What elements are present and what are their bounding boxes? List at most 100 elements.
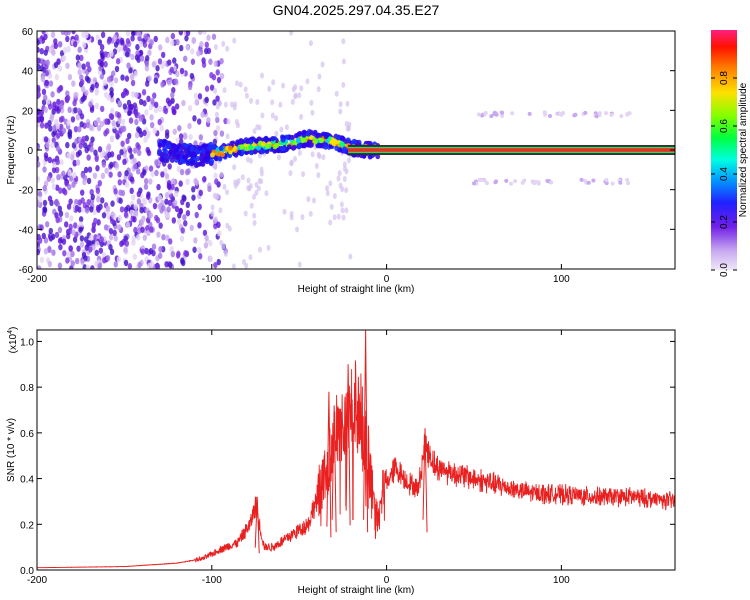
spectrogram-y-tick-label: 20	[22, 106, 34, 117]
noise-blob	[110, 107, 115, 115]
noise-blob	[140, 248, 145, 255]
noise-blob	[133, 70, 138, 77]
noise-blob	[97, 262, 103, 269]
snr-peak	[422, 428, 428, 533]
sideband-blob	[509, 181, 514, 186]
sideband-blob	[476, 112, 481, 117]
noise-blob	[117, 214, 123, 222]
noise-blob	[167, 59, 172, 66]
noise-blob	[201, 57, 206, 64]
noise-blob	[94, 155, 99, 163]
noise-blob-light	[310, 151, 315, 158]
noise-blob	[193, 92, 199, 100]
noise-blob	[208, 58, 213, 65]
sideband-blob	[527, 111, 532, 116]
colorbar-tick-label: 0.6	[719, 119, 730, 133]
tone-blob	[179, 159, 185, 165]
sideband-blob	[604, 178, 609, 183]
tone-blob	[239, 144, 245, 150]
noise-blob	[85, 264, 91, 269]
noise-blob	[174, 103, 180, 110]
noise-blob	[48, 227, 54, 235]
noise-blob-light	[259, 72, 264, 79]
noise-blob	[180, 227, 185, 234]
noise-blob	[170, 250, 176, 258]
chart-title: GN04.2025.297.04.35.E27	[273, 2, 440, 18]
noise-blob	[122, 103, 128, 110]
noise-blob	[170, 32, 176, 40]
noise-blob-light	[225, 222, 230, 229]
noise-blob	[51, 130, 56, 138]
noise-blob	[51, 108, 56, 115]
snr-y-tick-label: 0.4	[20, 475, 34, 486]
noise-blob	[106, 38, 112, 45]
noise-blob	[133, 209, 139, 217]
noise-blob	[204, 96, 209, 104]
sideband-blob	[594, 114, 599, 119]
noise-blob	[178, 180, 183, 187]
spectrogram-y-tick-label: 40	[22, 67, 34, 78]
noise-blob	[185, 44, 190, 51]
noise-blob	[153, 77, 159, 84]
noise-blob-light	[339, 201, 344, 208]
noise-blob	[41, 31, 46, 35]
noise-blob	[158, 44, 163, 51]
noise-blob	[149, 121, 155, 129]
noise-blob	[74, 198, 79, 206]
noise-blob	[113, 77, 119, 84]
noise-blob	[185, 178, 190, 186]
noise-blob	[149, 114, 154, 121]
noise-blob	[51, 249, 56, 256]
noise-blob	[54, 118, 59, 126]
noise-blob-light	[257, 124, 262, 131]
sideband-blob	[512, 179, 517, 184]
noise-blob	[119, 149, 124, 156]
sideband-blob	[586, 180, 591, 185]
noise-blob-light	[242, 259, 247, 266]
noise-blob	[90, 84, 95, 91]
tone-blob	[263, 136, 269, 142]
noise-blob	[109, 50, 114, 57]
noise-blob	[113, 261, 118, 268]
noise-blob	[213, 129, 218, 137]
noise-blob	[165, 234, 170, 242]
tone-blob	[244, 138, 250, 145]
snr-frame	[36, 329, 676, 571]
noise-blob	[128, 67, 133, 74]
noise-blob	[184, 35, 189, 42]
spectrogram-x-tick-label: -200	[27, 274, 47, 285]
tone-blob	[248, 139, 254, 145]
noise-blob-light	[213, 43, 218, 50]
noise-blob-light	[310, 109, 315, 116]
noise-blob	[100, 172, 106, 180]
noise-blob	[48, 80, 54, 87]
noise-blob	[50, 31, 56, 38]
noise-blob	[157, 118, 162, 126]
noise-blob-light	[244, 92, 249, 99]
noise-blob	[102, 257, 107, 264]
sideband-blob	[583, 178, 588, 183]
noise-blob	[37, 57, 41, 64]
noise-blob	[203, 242, 209, 249]
tone-blob	[209, 158, 215, 164]
noise-blob	[80, 86, 86, 93]
noise-blob	[48, 235, 54, 242]
noise-blob	[89, 206, 94, 213]
noise-blob-light	[332, 214, 337, 221]
noise-blob-light	[289, 210, 294, 217]
tone-blob	[323, 133, 329, 140]
spectrogram-y-tick-label: 60	[22, 27, 34, 38]
noise-blob	[99, 236, 104, 243]
noise-blob	[86, 154, 91, 161]
noise-blob	[43, 49, 48, 56]
noise-blob	[191, 194, 196, 201]
noise-blob	[153, 35, 158, 43]
tone-blob	[167, 149, 173, 155]
noise-blob	[103, 224, 109, 231]
noise-blob	[129, 153, 134, 160]
noise-blob	[43, 106, 49, 114]
noise-blob	[148, 212, 153, 219]
noise-blob	[80, 96, 86, 103]
